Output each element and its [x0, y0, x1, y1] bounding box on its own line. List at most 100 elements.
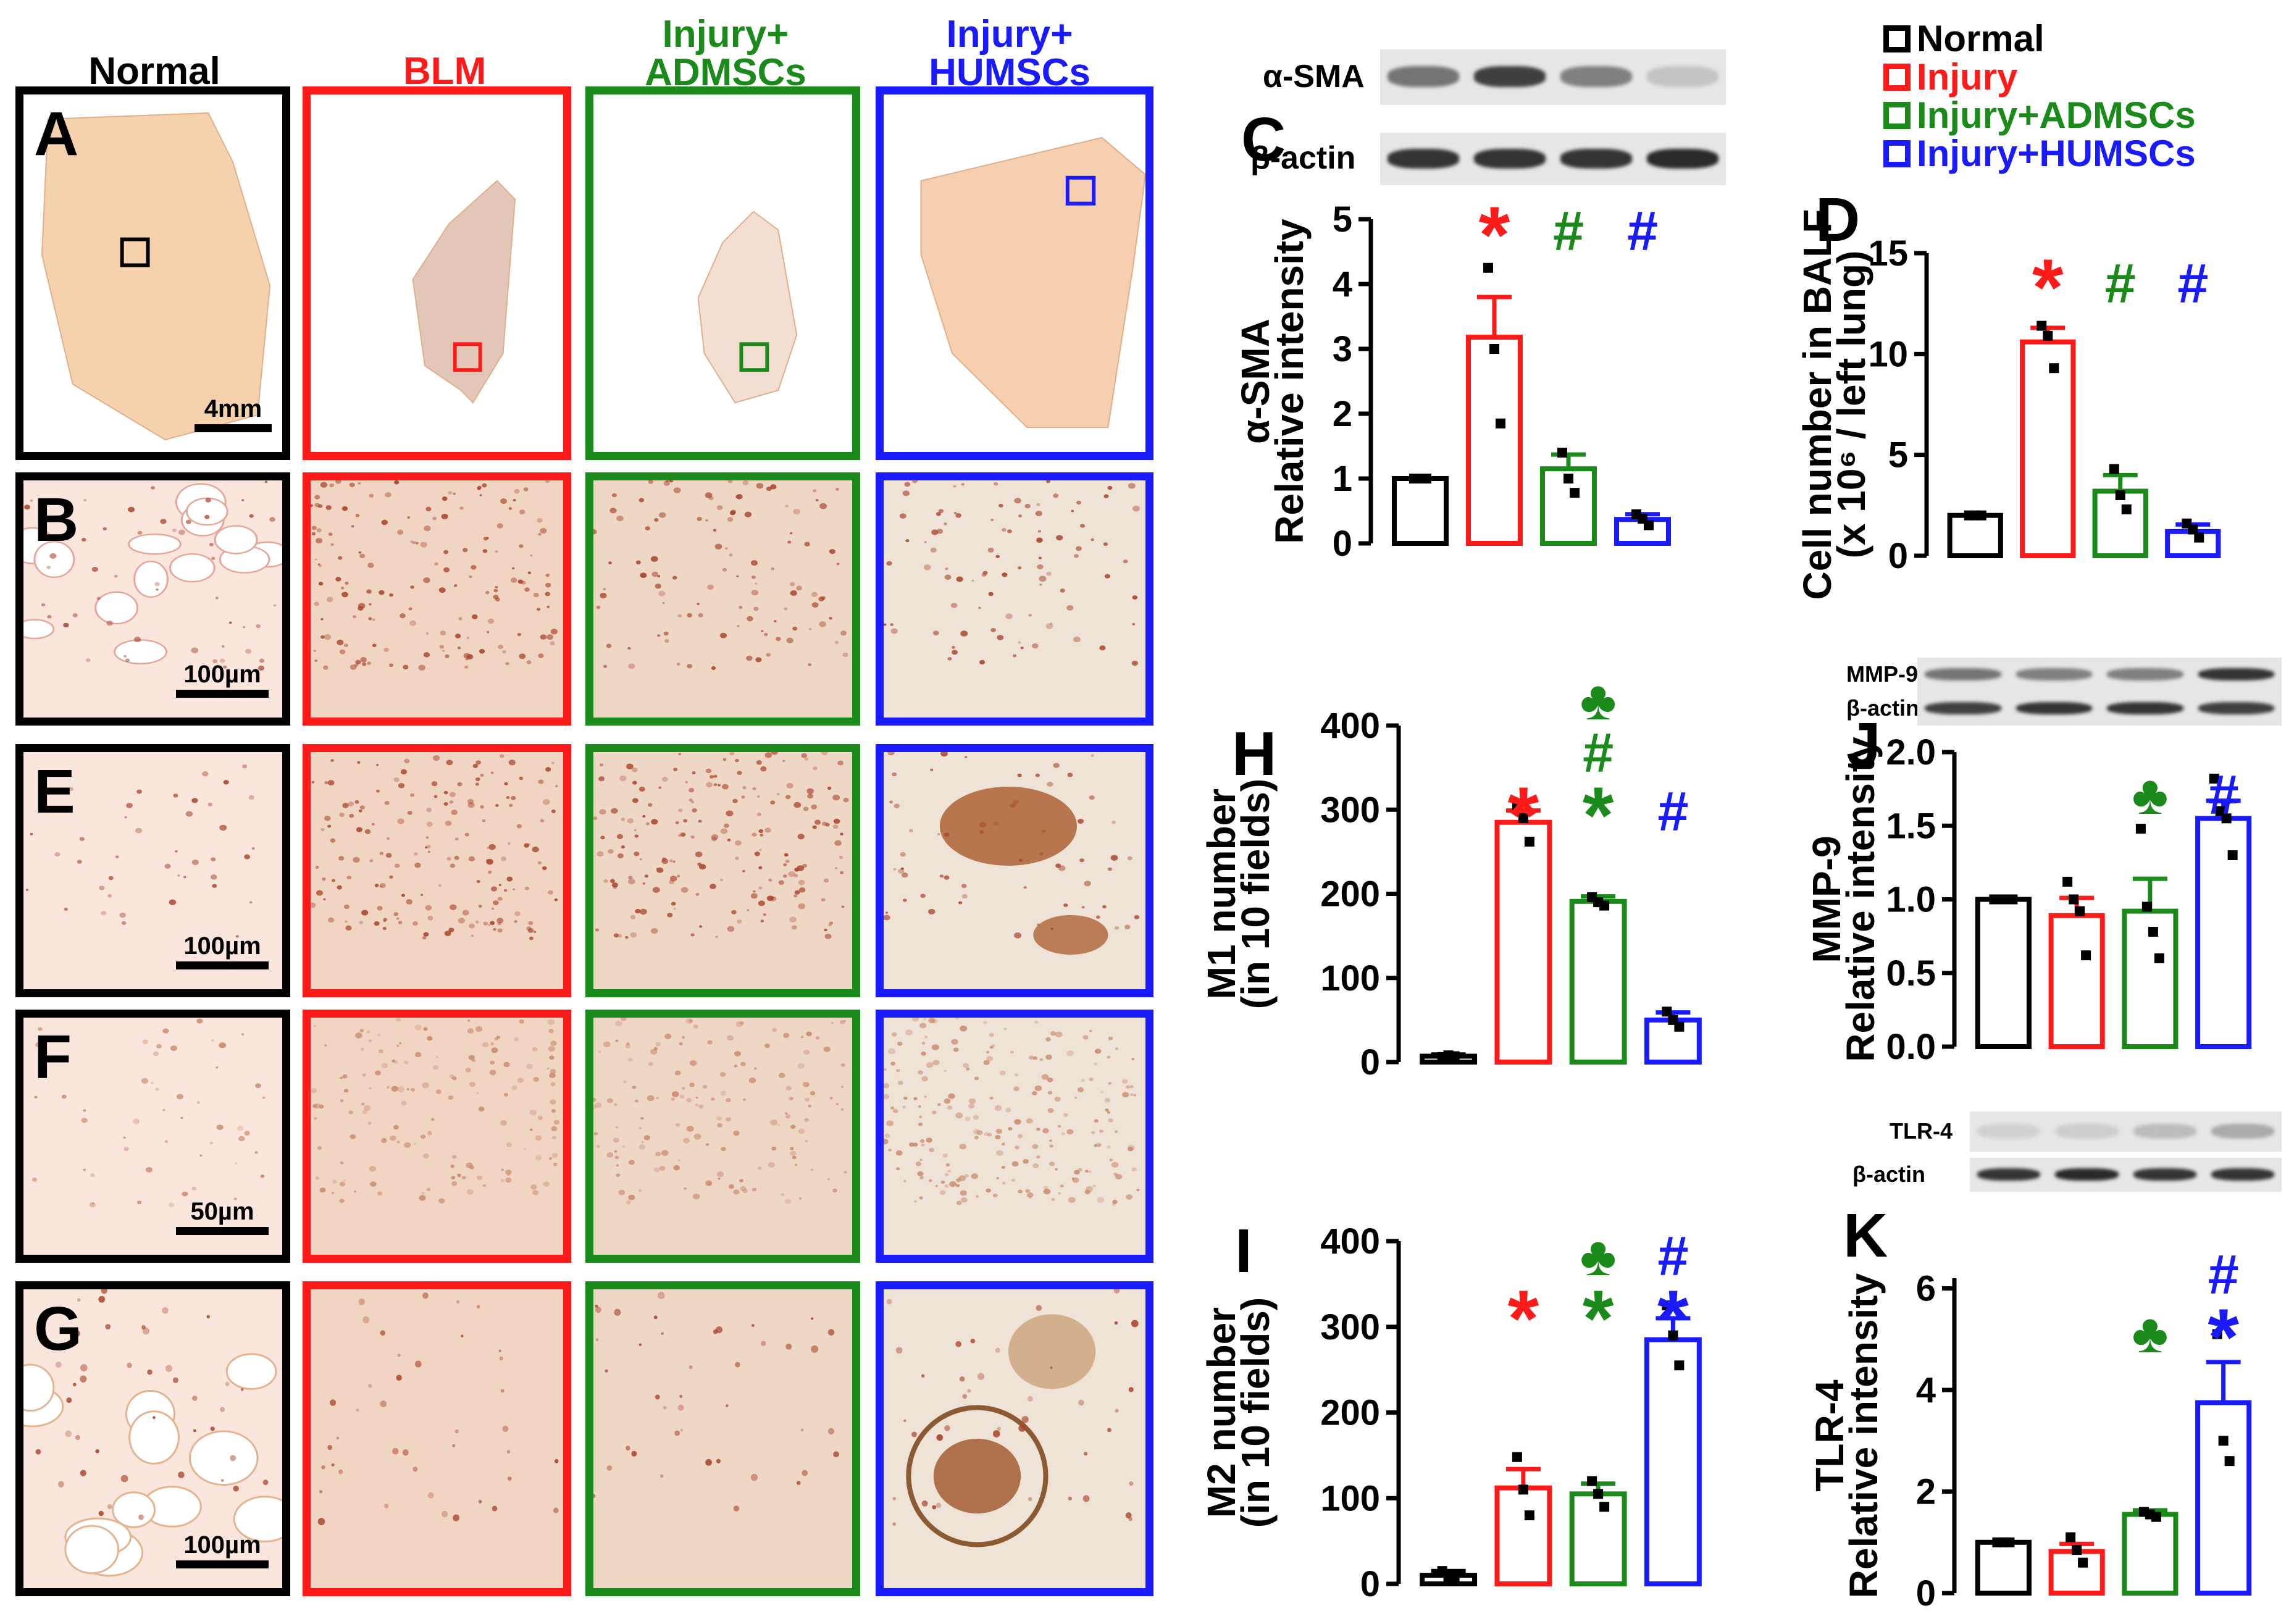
significance-club: ♣ — [1580, 1226, 1617, 1287]
blot-band — [1977, 1123, 2041, 1139]
bar-humsc — [2195, 1400, 2252, 1596]
panel-letter-g: G — [34, 1294, 82, 1363]
y-tick-label: 5 — [1333, 199, 1352, 240]
y-axis-label: M2 number — [1199, 1307, 1244, 1518]
blot-band — [2211, 1168, 2274, 1181]
micrograph-g-injury — [303, 1281, 571, 1596]
bar-injury — [2020, 339, 2076, 558]
panel-letter-a: A — [34, 99, 79, 169]
blot-strip-j-1 — [1917, 692, 2282, 726]
data-point — [2148, 926, 2158, 937]
blot-band — [1925, 668, 2001, 681]
blot-band — [1388, 148, 1459, 169]
y-tick-label: 15 — [1868, 233, 1908, 274]
y-tick-label: 100 — [1320, 1478, 1380, 1518]
bar-normal — [1975, 1539, 2032, 1596]
micrograph-g-admsc — [585, 1281, 860, 1596]
col-header-humsc: Injury+ HUMSCs — [929, 13, 1090, 94]
y-axis-label: MMP-9 — [1804, 835, 1849, 963]
data-point — [1524, 1510, 1534, 1520]
legend-item-humsc: Injury+HUMSCs — [1883, 132, 2196, 175]
scale-bar-line — [176, 690, 269, 698]
scale-bar-f: 50µm — [176, 1198, 269, 1235]
significance-asterisk: * — [2208, 1292, 2239, 1382]
data-point — [2151, 1512, 2161, 1522]
y-axis-label-2: (in 10 fields) — [1233, 779, 1278, 1009]
y-tick-label: 0 — [1888, 536, 1908, 576]
data-point — [2049, 363, 2059, 374]
y-tick-label: 300 — [1320, 1307, 1380, 1347]
micrograph-a-humsc — [876, 86, 1153, 460]
blot-label-k-1: β-actin — [1852, 1161, 1925, 1187]
micrograph-b-humsc — [876, 472, 1153, 726]
significance-asterisk: * — [1508, 1273, 1539, 1363]
significance-asterisk: * — [1508, 770, 1539, 860]
y-tick-label: 4 — [1333, 264, 1352, 304]
significance-asterisk: * — [1479, 190, 1510, 280]
bar-admsc — [1569, 898, 1627, 1065]
data-point — [1449, 1051, 1460, 1061]
y-tick-label: 1 — [1333, 459, 1352, 499]
blot-band — [1474, 66, 1546, 88]
tissue-texture — [311, 480, 563, 718]
scale-bar-label: 100µm — [183, 661, 261, 688]
significance-hash: # — [1553, 201, 1584, 262]
data-point — [1512, 1452, 1522, 1462]
data-point — [2188, 524, 2198, 535]
blot-label-k-0: TLR-4 — [1890, 1118, 1953, 1144]
data-point — [2069, 894, 2079, 905]
blot-band — [2133, 1168, 2196, 1181]
micrograph-a-injury — [303, 86, 571, 460]
blot-label-c-1: β-actin — [1250, 140, 1356, 177]
blot-band — [1474, 148, 1546, 169]
significance-hash: # — [1657, 1226, 1688, 1287]
bar-injury — [1494, 819, 1552, 1065]
data-point — [1662, 1007, 1672, 1017]
legend-swatch — [1883, 140, 1911, 167]
blot-band — [1560, 148, 1632, 169]
panel-letter-e: E — [34, 757, 75, 826]
data-point — [2062, 876, 2073, 887]
scale-bar-line — [195, 424, 272, 432]
tissue-texture — [884, 752, 1145, 989]
blot-label-c-0: α-SMA — [1263, 58, 1365, 94]
micrograph-f-humsc — [876, 1010, 1153, 1263]
tissue-texture — [884, 1289, 1145, 1588]
bar-admsc — [2092, 488, 2148, 559]
data-point — [1524, 837, 1534, 847]
y-tick-label: 0 — [1333, 524, 1352, 564]
data-point — [2078, 1557, 2088, 1568]
col-header-blm: BLM — [403, 50, 487, 93]
y-tick-label: 2 — [1333, 394, 1352, 434]
y-axis-label-2: (in 10 fields) — [1233, 1297, 1278, 1528]
data-point — [2075, 906, 2085, 916]
y-axis-label: M1 number — [1199, 789, 1244, 999]
data-point — [2194, 532, 2204, 543]
significance-hash: # — [2177, 253, 2208, 315]
bar-normal — [1947, 513, 2003, 559]
bar-injury — [2048, 1549, 2105, 1596]
bar-humsc — [2165, 529, 2221, 558]
significance-club: ♣ — [2132, 764, 2168, 826]
micrograph-e-injury — [303, 744, 571, 997]
significance-asterisk: * — [1583, 1273, 1614, 1363]
scale-bar-e: 100µm — [176, 932, 269, 969]
y-tick-label: 200 — [1320, 1393, 1380, 1433]
scale-bar-g: 100µm — [176, 1531, 269, 1568]
y-tick-label: 200 — [1320, 874, 1380, 915]
tissue-texture — [23, 480, 282, 718]
data-point — [2004, 1537, 2015, 1547]
data-point — [2121, 504, 2132, 514]
legend-swatch — [1883, 25, 1911, 52]
significance-asterisk: * — [1657, 1273, 1689, 1363]
data-point — [2209, 773, 2219, 784]
y-tick-label: 0 — [1360, 1042, 1380, 1082]
data-point — [1512, 800, 1522, 811]
micrograph-e-humsc — [876, 744, 1153, 997]
